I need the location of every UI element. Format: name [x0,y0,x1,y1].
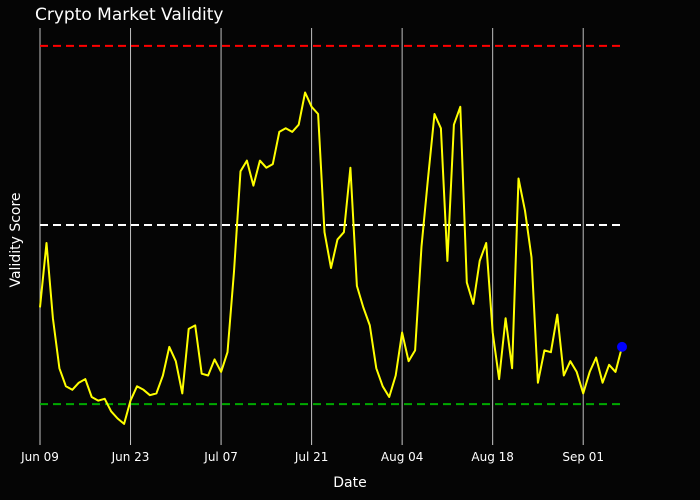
x-tick-label: Jun 09 [20,450,59,464]
x-tick-label: Jul 21 [294,450,329,464]
last-point-marker [617,341,627,352]
x-tick-label: Jul 07 [203,450,238,464]
series-line [39,91,623,425]
series-layer [39,91,627,425]
x-tick-label: Jun 23 [111,450,150,464]
vertical-gridlines [39,28,584,440]
x-tick-label: Aug 18 [471,450,514,464]
x-axis-title: Date [333,475,366,491]
x-tick-label: Aug 04 [381,450,424,464]
x-tick-label: Sep 01 [562,450,604,464]
y-axis-title: Validity Score [8,192,24,287]
x-tick-labels: Jun 09 Jun 23 Jul 07 Jul 21 Aug 04 Aug 18 Sep … [20,440,604,464]
chart-title: Crypto Market Validity [35,5,223,25]
